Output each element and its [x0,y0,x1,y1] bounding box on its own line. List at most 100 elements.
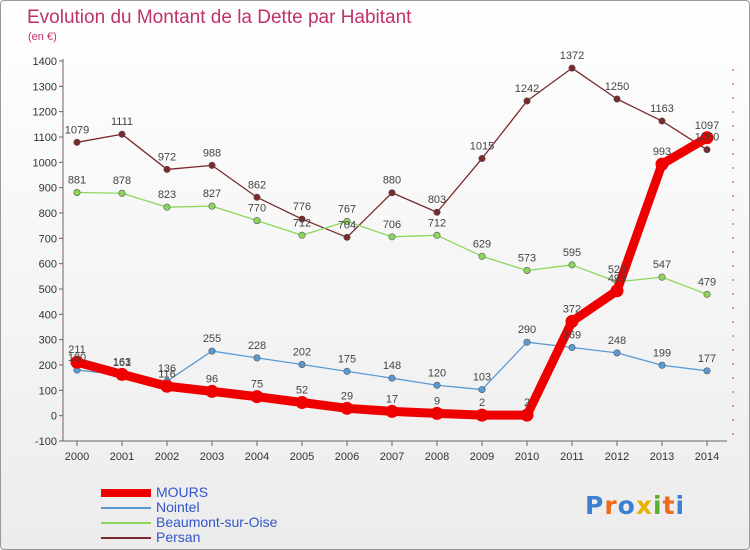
data-point [388,233,396,241]
data-point [568,344,576,352]
data-label: 1079 [65,124,89,136]
data-point [340,401,354,415]
data-label: 202 [293,346,311,358]
data-label: 1242 [515,83,539,95]
data-label: 1163 [650,103,674,115]
data-point [523,338,531,346]
data-point [253,354,261,362]
data-point [253,217,261,225]
data-point [703,146,711,154]
data-label: 629 [473,238,491,250]
x-tick-label: 2008 [425,451,449,463]
x-tick-label: 2007 [380,451,404,463]
data-label: 706 [383,219,401,231]
data-point [388,374,396,382]
data-label: 1015 [470,141,494,153]
x-tick-label: 2003 [200,451,224,463]
data-label: 148 [383,360,401,372]
legend-label-persan: Persan [156,529,201,545]
chart-title: Evolution du Montant de la Dette par Hab… [27,7,412,28]
data-label: 712 [293,217,311,229]
data-point [118,189,126,197]
data-point [388,189,396,197]
y-tick-label: 300 [39,335,57,347]
x-tick-label: 2013 [650,451,674,463]
data-point [298,215,306,223]
data-point [658,361,666,369]
data-label: 547 [653,259,671,271]
data-label: 878 [113,175,131,187]
data-label: 776 [293,201,311,213]
y-tick-label: 0 [51,411,57,423]
x-tick-label: 2004 [245,451,269,463]
data-point [478,155,486,163]
y-tick-label: 800 [39,208,57,220]
data-point [565,314,579,328]
y-tick-label: 900 [39,183,57,195]
x-tick-label: 2000 [65,451,89,463]
data-label: 116 [158,368,176,380]
data-label: 136 [158,363,176,375]
data-point [253,193,261,201]
data-label: 248 [608,335,626,347]
legend-label-mours: MOURS [156,484,209,500]
data-point [115,367,129,381]
data-point [430,406,444,420]
y-tick-label: 500 [39,284,57,296]
data-point [520,408,534,422]
data-label: 228 [248,340,266,352]
data-label: 161 [113,357,131,369]
x-tick-label: 2002 [155,451,179,463]
data-label: 988 [203,147,221,159]
y-tick-label: 1300 [33,81,57,93]
data-label: 880 [383,175,401,187]
data-label: 290 [518,324,536,336]
y-tick-label: 1100 [33,132,57,144]
data-label: 827 [203,188,221,200]
data-point [385,404,399,418]
data-point [478,386,486,394]
data-point [163,165,171,173]
data-point [295,395,309,409]
y-tick-label: 1200 [33,107,57,119]
data-point [568,64,576,72]
data-point [613,349,621,357]
data-label: 17 [386,393,398,405]
x-tick-label: 2014 [695,451,719,463]
data-label: 29 [341,390,353,402]
legend-label-beaumont: Beaumont-sur-Oise [156,514,278,530]
data-label: 704 [338,219,356,231]
data-label: 803 [428,194,446,206]
data-point [163,203,171,211]
data-point [610,284,624,298]
data-label: 993 [653,146,671,158]
data-point [523,97,531,105]
data-label: 1111 [111,116,133,128]
data-point [343,367,351,375]
data-label: 1097 [695,120,719,132]
data-point [298,231,306,239]
data-label: 573 [518,253,536,265]
legend-swatch-nointel [101,507,151,509]
data-label: 1250 [605,81,629,93]
data-label: 2 [479,397,485,409]
y-tick-label: 400 [39,309,57,321]
data-label: 75 [251,379,263,391]
x-tick-label: 2005 [290,451,314,463]
data-point [343,233,351,241]
proxiti-logo: Proxiti [585,491,686,520]
data-label: 120 [428,367,446,379]
data-label: 770 [248,203,266,215]
data-label: 862 [248,179,266,191]
data-label: 1050 [695,132,719,144]
legend-swatch-mours [101,489,151,497]
y-tick-label: 1400 [33,56,57,68]
data-point [70,355,84,369]
y-tick-label: -100 [35,436,57,448]
legend-label-nointel: Nointel [156,499,200,515]
y-tick-label: 600 [39,259,57,271]
data-label: 9 [434,395,440,407]
x-tick-label: 2011 [560,451,584,463]
data-label: 269 [563,330,581,342]
